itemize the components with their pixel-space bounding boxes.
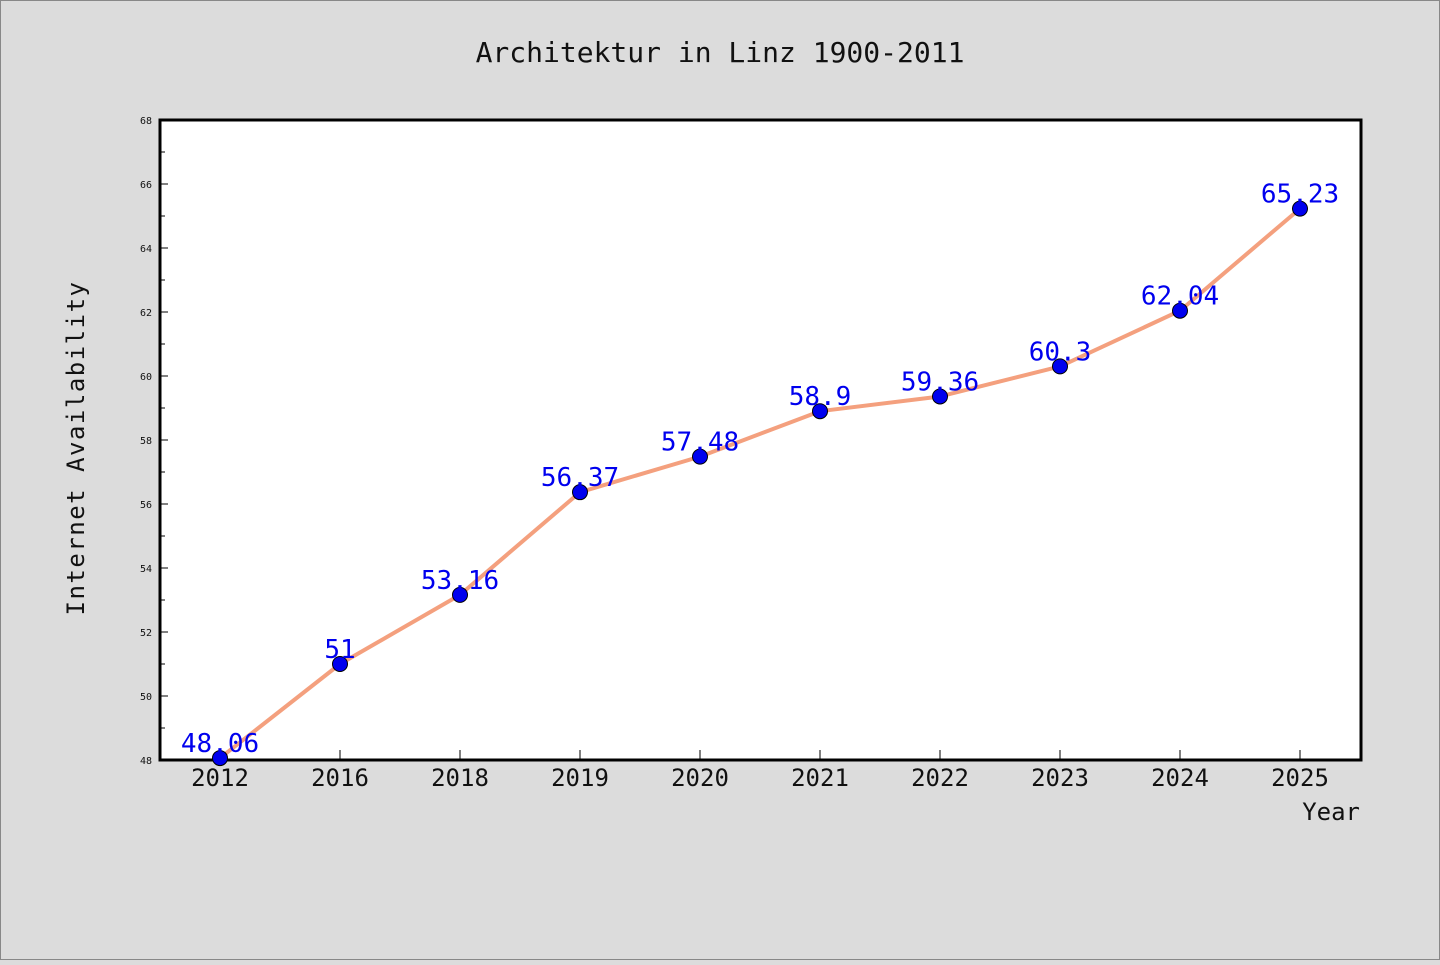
data-point xyxy=(1172,302,1188,319)
x-tick-label: 2021 xyxy=(791,764,849,792)
x-tick-label: 2020 xyxy=(671,764,729,792)
data-labels: 48.06 51 53.16 56.37 57.48 58.9 59.36 60.3 62.04… xyxy=(181,180,1339,759)
data-label: 53.16 xyxy=(421,566,499,596)
y-tick-label: 58 xyxy=(140,436,152,447)
y-tick-label: 56 xyxy=(140,500,152,511)
data-label: 56.37 xyxy=(541,463,619,493)
data-label: 57.48 xyxy=(661,428,739,458)
x-tick-label: 2018 xyxy=(431,764,489,792)
data-point xyxy=(452,586,468,603)
y-tick-label: 68 xyxy=(140,116,152,127)
x-tick-label: 2022 xyxy=(911,764,969,792)
x-tick-label: 2012 xyxy=(191,764,249,792)
data-label: 59.36 xyxy=(901,367,979,397)
y-tick-label: 52 xyxy=(140,628,152,639)
y-tick-label: 66 xyxy=(140,180,152,191)
data-label: 51 xyxy=(324,635,355,665)
x-tick-label: 2023 xyxy=(1031,764,1089,792)
data-label: 58.9 xyxy=(789,382,852,412)
data-point xyxy=(1052,358,1068,375)
y-axis: 48 50 52 54 56 58 60 62 64 66 68 xyxy=(140,116,168,767)
x-tick-label: 2019 xyxy=(551,764,609,792)
x-axis-label: Year xyxy=(1302,798,1360,826)
data-point xyxy=(572,484,588,501)
data-markers xyxy=(212,200,1308,767)
y-tick-label: 60 xyxy=(140,372,152,383)
y-tick-label: 62 xyxy=(140,308,152,319)
y-tick-label: 54 xyxy=(140,564,152,575)
x-tick-label: 2016 xyxy=(311,764,369,792)
data-label: 65.23 xyxy=(1261,180,1339,210)
y-tick-label: 64 xyxy=(140,244,152,255)
data-point xyxy=(332,656,348,672)
data-point xyxy=(1292,200,1308,217)
data-point xyxy=(692,448,708,465)
y-axis-label: Internet Availability xyxy=(62,281,90,616)
data-point xyxy=(932,388,948,405)
data-label: 60.3 xyxy=(1029,337,1092,367)
data-point xyxy=(212,750,228,767)
x-tick-label: 2025 xyxy=(1271,764,1329,792)
data-point xyxy=(812,403,828,420)
y-tick-label: 50 xyxy=(140,692,152,703)
x-axis: 2012 2016 2018 2019 2020 2021 2022 2023 2024 2025 xyxy=(191,750,1329,792)
chart-title: Architektur in Linz 1900-2011 xyxy=(476,36,965,69)
y-tick-label: 48 xyxy=(140,756,152,767)
x-tick-label: 2024 xyxy=(1151,764,1209,792)
data-label: 48.06 xyxy=(181,729,259,759)
data-label: 62.04 xyxy=(1141,282,1219,312)
series-line xyxy=(218,206,1302,761)
